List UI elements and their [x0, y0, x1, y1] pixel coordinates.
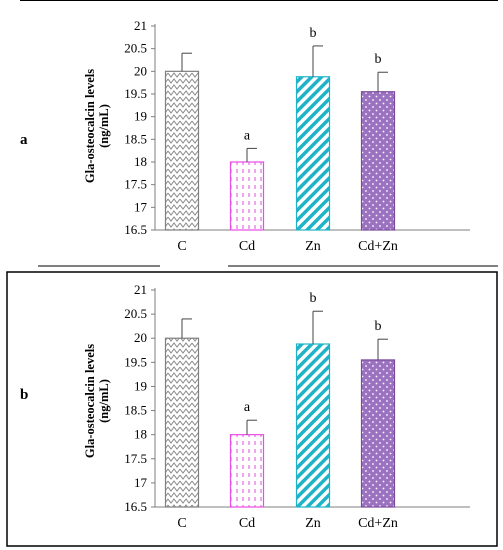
x-category-label: Cd+Zn: [358, 516, 398, 531]
bar-c: [164, 70, 200, 231]
y-tick-label: 19.5: [124, 354, 147, 369]
x-category-label: Zn: [305, 239, 321, 254]
y-tick-label: 17.5: [124, 177, 147, 192]
plot-area: 16.5 17 17.5 18 18.5 19 19.5 20 20.5 21 Ca Cd b Zn b Cd…: [124, 282, 470, 531]
panel-label: b: [20, 387, 28, 403]
y-tick-label: 16.5: [124, 222, 147, 237]
x-category-label: Zn: [305, 516, 321, 531]
x-category-label: Cd: [239, 516, 255, 531]
x-category-label: Cd+Zn: [358, 239, 398, 254]
x-category-label: C: [177, 239, 186, 254]
bar-zn: [295, 76, 331, 231]
significance-label: b: [375, 319, 382, 334]
significance-label: b: [310, 291, 317, 306]
significance-label: a: [244, 400, 251, 415]
bar-cd: [229, 161, 265, 231]
y-tick-label: 17.5: [124, 451, 147, 466]
bar-cd-zn: [360, 359, 396, 508]
y-tick-label: 18: [134, 427, 147, 442]
panel-b: b Gla-osteocalcin levels (ng/mL) 16.5171…: [6, 271, 498, 547]
x-category-label: C: [177, 516, 186, 531]
bar-cd: [229, 434, 265, 508]
y-tick-label: 21: [134, 282, 147, 297]
x-category-label: Cd: [239, 239, 255, 254]
panel-a: a Gla-osteocalcin levels (ng/mL) 16.5171…: [20, 0, 498, 267]
panel-b-frame: [6, 271, 498, 547]
y-tick-label: 19: [134, 378, 147, 393]
y-tick-label: 17: [134, 475, 148, 490]
bar-cd-zn: [360, 91, 396, 231]
y-tick-label: 19: [134, 109, 147, 124]
y-tick-label: 18.5: [124, 131, 147, 146]
y-tick-label: 18.5: [124, 403, 147, 418]
y-tick-label: 19.5: [124, 86, 147, 101]
y-tick-label: 20: [134, 63, 147, 78]
significance-label: b: [310, 26, 317, 41]
bar-c: [164, 337, 200, 508]
y-tick-label: 20: [134, 330, 147, 345]
y-tick-label: 18: [134, 154, 147, 169]
y-tick-label: 17: [134, 199, 148, 214]
y-tick-label: 20.5: [124, 306, 147, 321]
plot-area: 16.5 17 17.5 18 18.5 19 19.5 20 20.5 21 Ca Cd b Zn b Cd…: [124, 18, 470, 254]
bar-zn: [295, 343, 331, 508]
y-axis-title-line-2: (ng/mL): [97, 104, 111, 148]
y-axis-title-line-2: (ng/mL): [97, 379, 111, 423]
significance-label: b: [375, 52, 382, 67]
significance-label: a: [244, 128, 251, 143]
y-tick-label: 16.5: [124, 499, 147, 514]
y-tick-label: 20.5: [124, 41, 147, 56]
y-tick-label: 21: [134, 18, 147, 33]
panel-label: a: [20, 132, 28, 148]
y-axis-title-line-1: Gla-osteocalcin levels: [83, 69, 97, 183]
y-axis-title-line-1: Gla-osteocalcin levels: [83, 344, 97, 458]
